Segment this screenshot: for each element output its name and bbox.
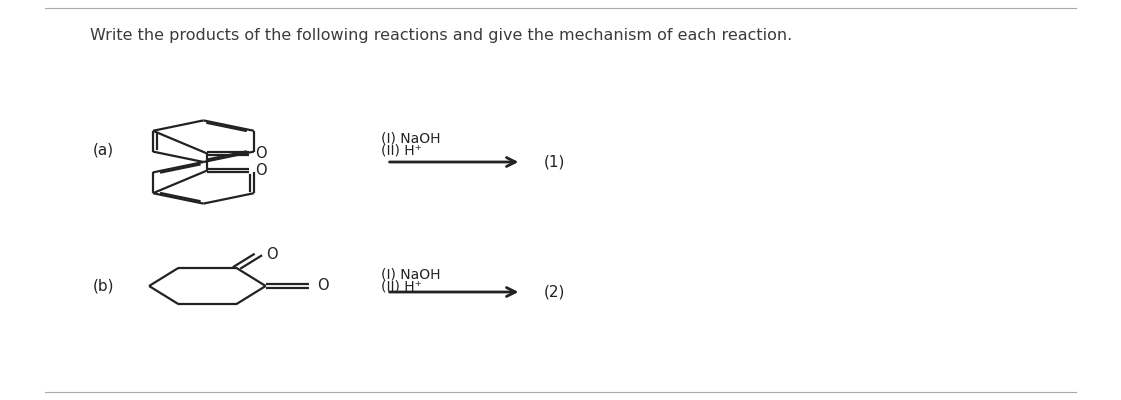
- Text: O: O: [256, 163, 267, 178]
- Text: (II) H⁺: (II) H⁺: [381, 279, 421, 293]
- Text: (b): (b): [92, 278, 114, 294]
- Text: (I) NaOH: (I) NaOH: [381, 131, 441, 145]
- Text: (a): (a): [93, 142, 113, 158]
- Text: (1): (1): [544, 154, 565, 170]
- Text: (2): (2): [544, 284, 565, 300]
- Text: (I) NaOH: (I) NaOH: [381, 267, 441, 281]
- Text: (II) H⁺: (II) H⁺: [381, 143, 421, 157]
- Text: O: O: [317, 278, 328, 294]
- Text: O: O: [267, 247, 278, 262]
- Text: Write the products of the following reactions and give the mechanism of each rea: Write the products of the following reac…: [90, 28, 791, 43]
- Text: O: O: [256, 146, 267, 161]
